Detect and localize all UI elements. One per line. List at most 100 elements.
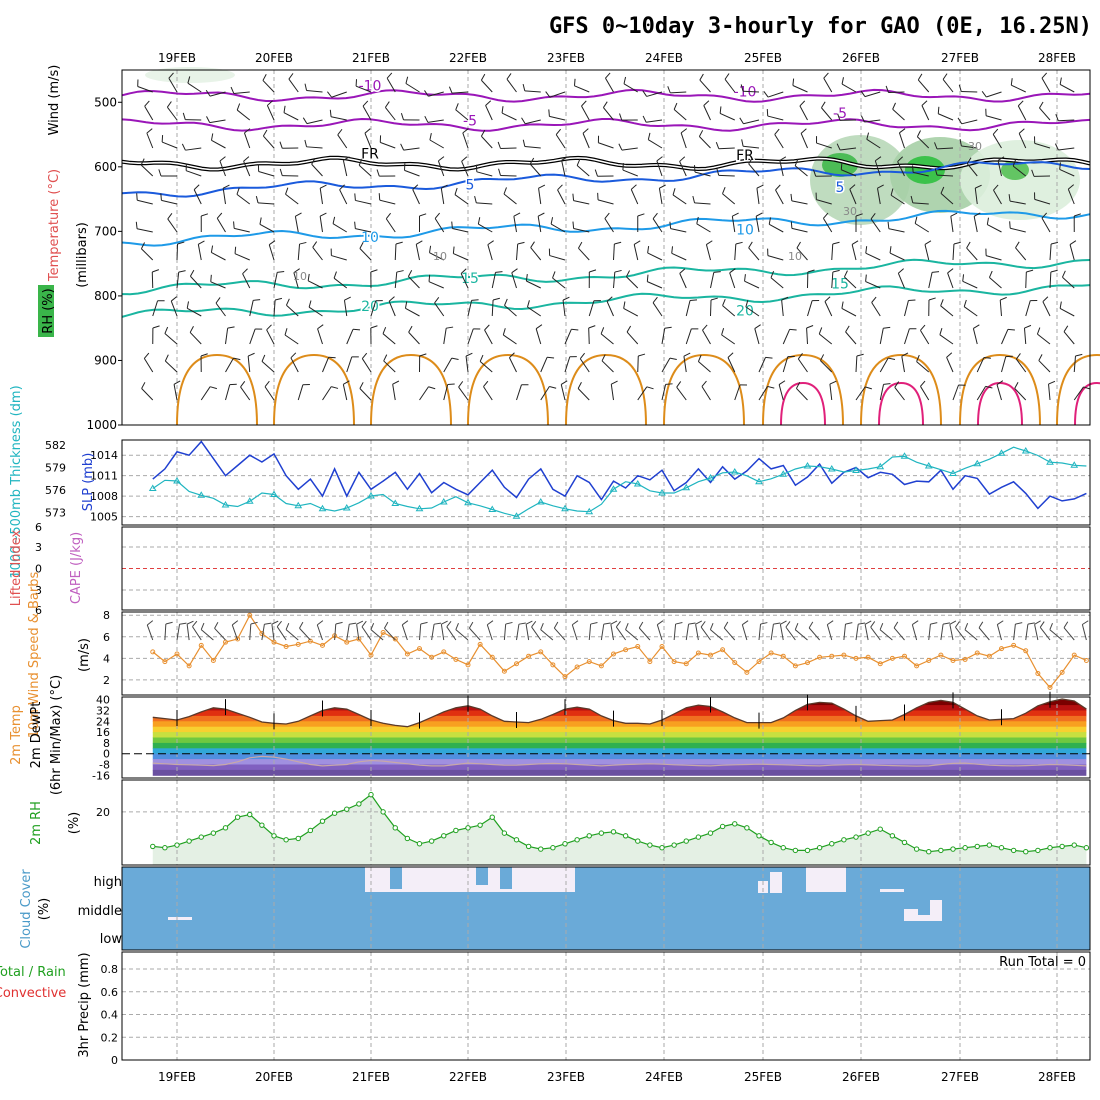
cloud-notch	[500, 867, 512, 889]
wind-barb-flag	[652, 212, 658, 220]
wind-barb	[429, 139, 445, 149]
wind-barb-flag	[468, 621, 474, 629]
wind-barb	[346, 329, 354, 345]
wind-barb-flag	[454, 187, 458, 195]
wind-barb-flag	[637, 213, 645, 217]
wind-barb-flag	[937, 106, 940, 114]
wind-barb	[888, 228, 905, 233]
wind-barb-flag	[458, 381, 464, 388]
cloud-notch	[390, 867, 402, 889]
wind-speed-marker	[1035, 670, 1041, 676]
upper-air-frame	[121, 69, 1091, 426]
wind-barb	[454, 194, 469, 205]
wind-barb	[343, 300, 348, 317]
wind-barb-flag	[768, 217, 772, 225]
wind-barb	[516, 624, 520, 641]
wind-barb-flag	[997, 620, 1004, 625]
wind-barb	[146, 624, 154, 641]
wind-barb	[462, 132, 469, 149]
wind-barb	[1010, 227, 1026, 233]
wind-barb-flag	[319, 184, 327, 189]
wind-barb-flag	[332, 216, 336, 224]
wind-barb	[187, 82, 202, 93]
wind-barb-flag	[328, 356, 336, 359]
thickness-marker	[318, 504, 327, 512]
wind-barb	[527, 306, 542, 317]
rh2m-marker	[283, 837, 289, 843]
wind-barb-flag	[262, 129, 268, 137]
thickness-marker	[512, 512, 521, 519]
wind-barb-flag	[141, 382, 146, 389]
wind-barb-flag	[434, 297, 440, 304]
wind-barb	[530, 247, 542, 261]
wind-barb-flag	[404, 301, 408, 309]
rh2m-marker	[162, 845, 168, 851]
wind-barb	[866, 138, 881, 149]
wind-barb	[625, 629, 639, 641]
wind-barb	[955, 626, 966, 641]
wind-barb	[879, 357, 889, 373]
wind-barb-flag	[364, 128, 371, 134]
wind-speed-marker	[671, 659, 677, 665]
wind-barb-flag	[890, 188, 894, 196]
lifted-index-axis-label: Lifted Index	[9, 529, 24, 606]
wind-barb-flag	[262, 74, 267, 81]
wind-barb	[630, 189, 639, 205]
wind-barb-flag	[673, 102, 678, 110]
wind-barb-flag	[407, 270, 413, 277]
wind-barb	[549, 115, 566, 121]
wind-barb	[582, 133, 590, 149]
wind-barb	[879, 328, 884, 345]
wind-barb	[346, 624, 350, 641]
wind-barb	[685, 328, 692, 345]
rh2m-marker	[647, 842, 653, 848]
slp-tick: 1008	[90, 490, 118, 503]
wind-barb	[754, 328, 760, 345]
wind-barb	[225, 357, 234, 373]
wind-barb	[719, 112, 735, 121]
wind-barb	[550, 223, 566, 233]
wind-barb	[401, 624, 408, 641]
wind-barb	[276, 626, 287, 641]
wind-barb	[1039, 107, 1051, 121]
wind-barb-flag	[883, 383, 891, 385]
wind-barb	[1001, 329, 1009, 345]
wind-tick: 4	[103, 652, 110, 665]
wind-barb	[266, 329, 275, 345]
wind-barb	[721, 334, 736, 345]
wind-barb	[219, 160, 226, 177]
wind-barb-flag	[975, 184, 982, 189]
wind-barb	[283, 112, 299, 121]
wind-barb	[164, 333, 178, 345]
wind-barb	[137, 86, 153, 93]
wind-barb-flag	[200, 353, 208, 357]
wind-barb-flag	[276, 620, 282, 628]
cloud-clear-block	[930, 900, 942, 921]
wind-barb-flag	[920, 324, 926, 331]
wind-barb-flag	[646, 274, 649, 282]
wind-barb	[917, 79, 930, 93]
wind-barb	[249, 328, 256, 345]
wind-barb-flag	[594, 169, 598, 177]
warm-isotherm	[762, 353, 844, 426]
wind-speed-marker	[926, 658, 932, 664]
temp-band	[152, 715, 1087, 722]
wind-barb-flag	[370, 325, 378, 329]
wind-barb-flag	[729, 268, 736, 274]
wind-barb-flag	[312, 241, 318, 248]
wind-barb-flag	[1036, 327, 1041, 335]
pressure-axis-label: (millibars)	[75, 222, 90, 288]
wind-barb-flag	[506, 73, 512, 80]
wind-barb	[824, 301, 833, 317]
wind-barb-flag	[1068, 184, 1075, 190]
wind-barb-flag	[274, 297, 283, 301]
wind-speed-marker	[210, 658, 216, 664]
wind-barb-flag	[797, 353, 803, 360]
thickness-marker	[439, 498, 448, 505]
wind-barb-flag	[860, 90, 866, 97]
wind-barb	[796, 388, 808, 401]
wind-speed-marker	[974, 650, 980, 656]
thickness-marker	[148, 484, 157, 491]
temp-band	[152, 705, 1087, 711]
wind-barb-flag	[492, 297, 500, 301]
